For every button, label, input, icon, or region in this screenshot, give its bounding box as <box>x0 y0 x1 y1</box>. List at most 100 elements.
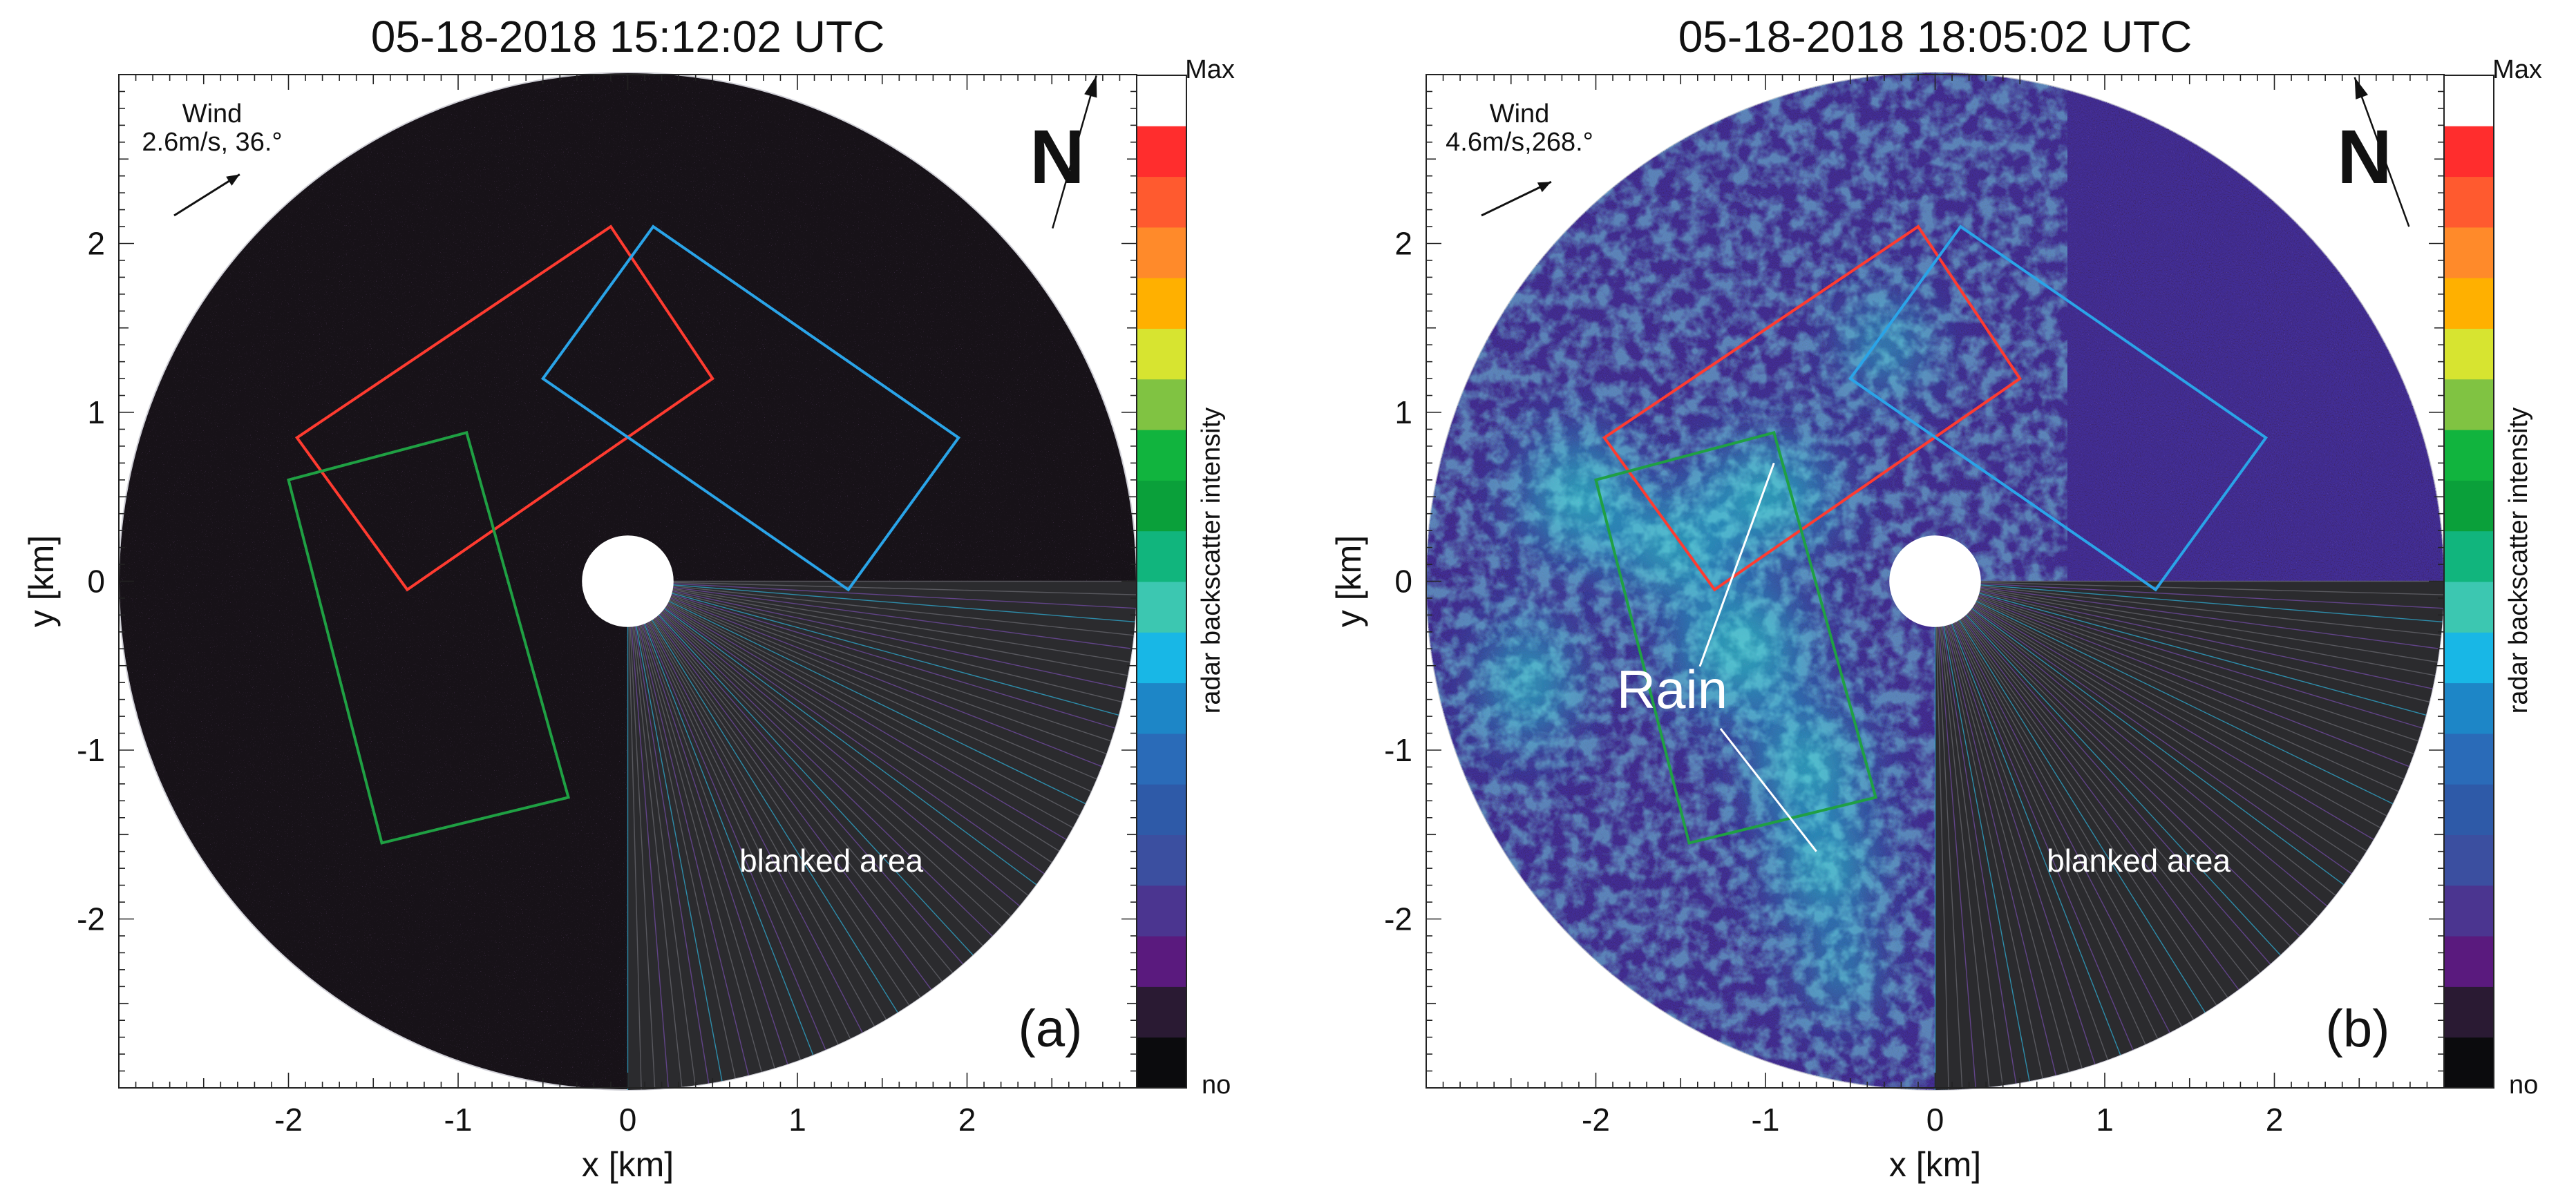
colorbar-frame <box>2443 75 2494 1089</box>
colorbar-swatch <box>1137 885 1186 937</box>
colorbar-swatch <box>2444 328 2494 380</box>
colorbar-frame <box>1136 75 1187 1089</box>
fan-line <box>627 581 983 946</box>
fan-line <box>627 581 954 973</box>
fan-line <box>627 580 1123 702</box>
y-tick-label: 0 <box>1394 564 1412 600</box>
colorbar-swatch <box>1137 986 1186 1038</box>
analysis-box-2 <box>540 224 961 592</box>
colorbar-swatch <box>1137 176 1186 228</box>
fan-line <box>627 581 749 1076</box>
fan-line <box>627 581 802 1060</box>
fan-line <box>627 581 710 1084</box>
colorbar-title: radar backscatter intensity <box>2504 408 2533 714</box>
fan-line <box>1935 580 2319 917</box>
fan-line <box>1935 580 2381 828</box>
fan-line <box>1934 581 2043 1079</box>
fan-line <box>1934 581 2271 965</box>
fan-line <box>1934 581 2182 1027</box>
colorbar-swatch <box>2444 834 2494 886</box>
fan-line <box>1934 581 2003 1086</box>
fan-line <box>1934 581 2030 1082</box>
fan-line <box>627 580 1097 780</box>
blanked-area-label: blanked area <box>739 843 923 879</box>
radar-center <box>582 535 674 627</box>
fan-line <box>627 581 875 1027</box>
colorbar-swatch <box>1137 227 1186 278</box>
blanked-sector <box>627 581 1137 1090</box>
wind-label: Wind <box>182 99 243 128</box>
fan-line <box>627 581 762 1073</box>
fan-line <box>627 580 1045 874</box>
y-tick-label: -1 <box>77 732 105 768</box>
y-tick-label: 1 <box>87 394 105 430</box>
fan-line <box>627 580 1074 828</box>
y-axis-label: y [km] <box>1329 535 1368 627</box>
fan-line <box>627 581 656 1089</box>
x-tick-label: 1 <box>788 1102 806 1138</box>
colorbar-max-label: Max <box>1185 55 1235 84</box>
colorbar-swatch <box>1137 834 1186 886</box>
fan-line <box>627 581 932 990</box>
annotation-leader <box>1719 727 1817 852</box>
north-arrow-head <box>1084 75 1097 98</box>
fan-line <box>627 581 898 1013</box>
fan-line <box>627 580 1067 840</box>
colorbar-swatch <box>2444 430 2494 481</box>
blanked-area-label: blanked area <box>2047 843 2231 879</box>
x-tick-label: 2 <box>2266 1102 2284 1138</box>
colorbar-a: Max no radar backscatter intensity <box>1136 55 1235 1100</box>
colorbar-swatch <box>1137 1037 1186 1089</box>
colorbar-swatch <box>1137 379 1186 430</box>
analysis-box-1 <box>294 224 715 592</box>
colorbar-swatch <box>2444 936 2494 987</box>
colorbar-swatch <box>2444 480 2494 532</box>
x-tick-label: 2 <box>958 1102 976 1138</box>
colorbar-swatch <box>1137 784 1186 835</box>
fan-line <box>627 580 1126 689</box>
fan-line <box>627 581 826 1051</box>
fan-line <box>1935 580 2436 676</box>
fan-line <box>1934 581 1949 1090</box>
x-tick-label: -1 <box>1752 1102 1780 1138</box>
rain-annotation: Rain <box>1617 659 1727 720</box>
colorbar-b: Max no radar backscatter intensity <box>2443 55 2542 1100</box>
north-label: N <box>1030 115 1084 200</box>
fan-line <box>627 580 1119 716</box>
fan-line <box>627 581 775 1069</box>
fan-line <box>1935 580 2430 702</box>
x-tick-label: 0 <box>1926 1102 1944 1138</box>
fan-line <box>627 580 1135 622</box>
y-tick-label: -1 <box>1384 732 1412 768</box>
wind-value: 2.6m/s, 36.° <box>142 128 282 157</box>
analysis-box-3 <box>1594 430 1878 845</box>
panel-title: 05-18-2018 18:05:02 UTC <box>1678 12 2193 61</box>
colorbar-swatch <box>2444 530 2494 582</box>
fan-line <box>1935 580 2441 636</box>
fan-line <box>1935 580 2367 852</box>
x-axis-label: x [km] <box>1889 1145 1981 1184</box>
fan-line <box>1934 581 2017 1084</box>
fan-line <box>1934 581 2070 1073</box>
fan-line <box>1935 580 2409 767</box>
fan-line <box>1935 580 2374 840</box>
colorbar-swatch <box>2444 632 2494 684</box>
wind-arrow-head <box>1537 182 1551 193</box>
fan-line <box>627 580 1111 742</box>
fan-line <box>627 581 974 956</box>
fan-line <box>627 581 964 965</box>
fan-line <box>627 580 1037 885</box>
fan-line <box>1934 581 2250 982</box>
colorbar-swatch <box>2444 126 2494 178</box>
colorbar-min-label: no <box>2509 1071 2538 1100</box>
fan-line <box>1934 581 2281 956</box>
panel-label: (b) <box>2326 999 2390 1058</box>
colorbar-swatch <box>2444 885 2494 937</box>
colorbar-swatch <box>2444 1037 2494 1089</box>
colorbar-swatch <box>1137 328 1186 380</box>
fan-line <box>627 581 788 1064</box>
fan-line <box>1935 580 2394 805</box>
fan-line <box>1934 581 2056 1076</box>
fan-line <box>627 581 669 1089</box>
